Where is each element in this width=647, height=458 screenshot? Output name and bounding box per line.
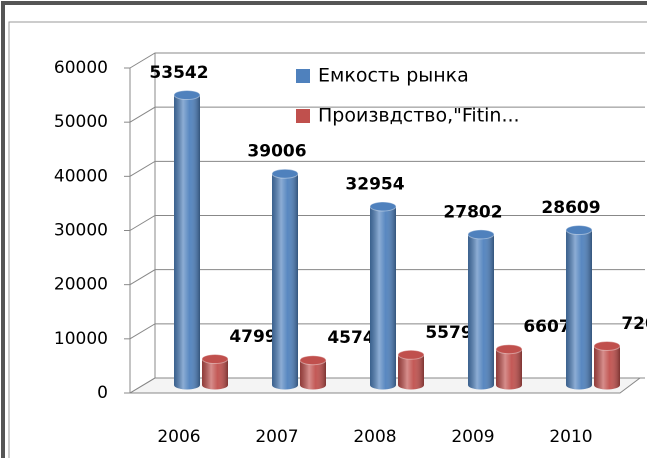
legend-label: Емкость рынка: [318, 65, 469, 87]
data-label: 7206: [621, 314, 647, 334]
data-label: 39006: [247, 142, 306, 162]
x-tick-label: 2007: [255, 427, 298, 447]
bar-top: [565, 225, 593, 236]
bar-top: [467, 229, 495, 240]
y-tick-label: 60000: [54, 58, 108, 78]
data-label: 4574: [327, 328, 374, 348]
data-label: 5579: [425, 323, 472, 343]
data-label: 28609: [541, 198, 600, 218]
y-tick-label: 30000: [54, 221, 108, 241]
x-tick-label: 2010: [549, 427, 592, 447]
legend-label: Произвдство,"Fitin...: [318, 105, 520, 127]
legend: Емкость рынка Произвдство,"Fitin...: [296, 65, 520, 127]
x-tick-label: 2006: [157, 427, 200, 447]
bar-shading: [174, 94, 200, 390]
data-label: 4799: [229, 327, 276, 347]
grid-line: [129, 160, 645, 177]
legend-swatch: [296, 109, 310, 123]
data-label: 32954: [345, 174, 404, 194]
bar-top: [593, 340, 621, 351]
legend-swatch: [296, 69, 310, 83]
grid-line: [129, 215, 645, 231]
inner-frame: [8, 21, 647, 458]
bar-shading: [468, 234, 494, 390]
bar-shading: [272, 173, 298, 390]
y-tick-label: 50000: [54, 112, 108, 132]
bar-top: [369, 201, 397, 212]
bar-top: [495, 344, 523, 355]
bar-shading: [398, 354, 424, 390]
bar-shading: [300, 360, 326, 390]
bar-shading: [202, 359, 228, 390]
grid-line: [129, 52, 645, 69]
bar-top: [397, 349, 425, 360]
bar-shading: [566, 230, 592, 390]
y-tick-label: 0: [97, 383, 108, 403]
data-label: 53542: [149, 63, 208, 83]
bar-shading: [594, 345, 620, 390]
bar-top: [271, 168, 299, 179]
y-tick-label: 10000: [54, 329, 108, 349]
grid-line: [129, 106, 645, 123]
bar-shading: [496, 349, 522, 390]
x-tick-label: 2008: [353, 427, 396, 447]
data-label: 6607: [523, 317, 570, 337]
data-label: 27802: [443, 202, 502, 222]
bar-shading: [370, 206, 396, 390]
y-tick-label: 20000: [54, 275, 108, 295]
bar-top: [173, 89, 201, 100]
bar-top: [201, 354, 229, 365]
x-tick-label: 2009: [451, 427, 494, 447]
y-tick-label: 40000: [54, 166, 108, 186]
bar-top: [299, 355, 327, 366]
